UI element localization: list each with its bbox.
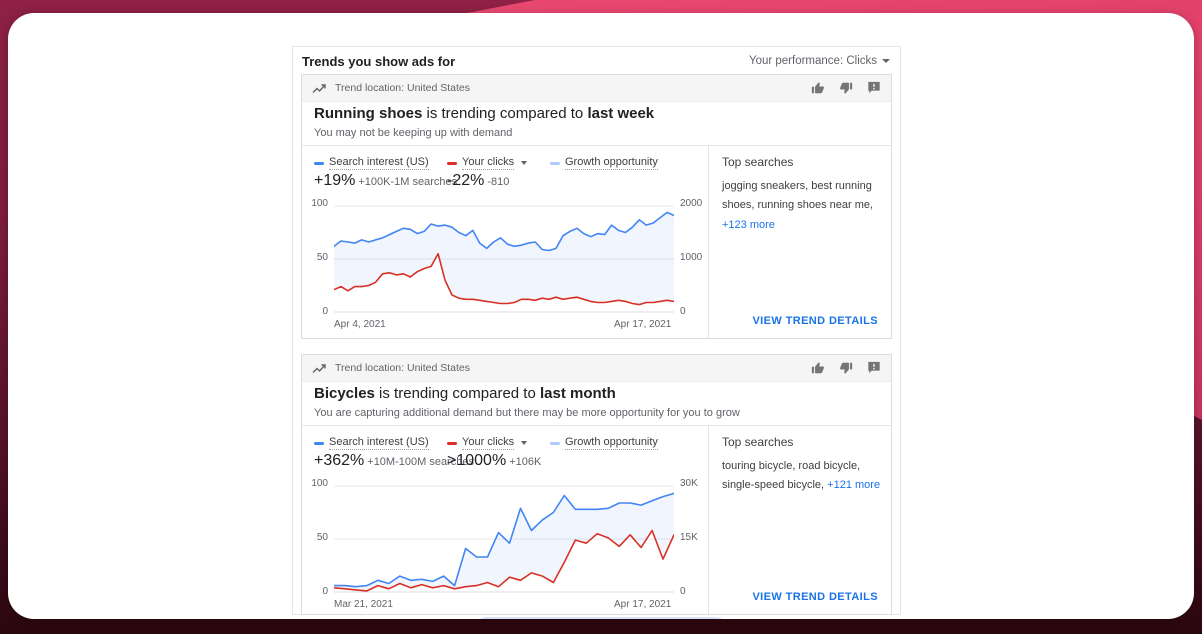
legend-growth-opportunity[interactable]: Growth opportunity xyxy=(550,156,658,170)
trending-up-icon xyxy=(312,83,326,93)
chevron-down-icon xyxy=(521,441,528,445)
legend-swatch-red xyxy=(447,161,457,165)
stat-your-clicks: >1000% +106K xyxy=(447,452,542,469)
divider xyxy=(302,145,891,146)
page-title: Trends you show ads for xyxy=(302,54,456,69)
divider xyxy=(708,425,709,614)
view-trend-details-link[interactable]: VIEW TREND DETAILS xyxy=(752,315,878,327)
thumb-down-icon[interactable] xyxy=(839,81,853,95)
chevron-down-icon xyxy=(882,59,890,63)
trend-chart xyxy=(333,203,675,313)
y-axis-tick: 0 xyxy=(322,306,328,317)
trend-location-label: Trend location: United States xyxy=(335,82,471,94)
legend-search-interest[interactable]: Search interest (US) xyxy=(314,436,429,450)
trend-card-header: Trend location: United States xyxy=(302,75,891,102)
y-axis-tick-right: 1000 xyxy=(680,252,703,263)
trending-up-icon xyxy=(312,363,326,373)
thumb-up-icon[interactable] xyxy=(811,81,825,95)
chevron-down-icon xyxy=(521,161,528,165)
trend-card-running-shoes: Trend location: United States xyxy=(301,74,892,339)
top-searches-heading: Top searches xyxy=(722,155,794,169)
y-axis-tick: 0 xyxy=(322,586,328,597)
y-axis-tick: 100 xyxy=(311,478,328,489)
performance-dropdown-label: Your performance: Clicks xyxy=(748,55,877,67)
browser-content-window: Trends you show ads for Your performance… xyxy=(8,13,1194,619)
top-searches-heading: Top searches xyxy=(722,435,794,449)
trend-chart xyxy=(333,483,675,593)
trend-location-label: Trend location: United States xyxy=(335,362,471,374)
trend-subtitle: You are capturing additional demand but … xyxy=(314,407,740,419)
x-axis-end-label: Apr 17, 2021 xyxy=(614,319,672,330)
y-axis-tick: 100 xyxy=(311,198,328,209)
x-axis-start-label: Mar 21, 2021 xyxy=(334,599,393,610)
trend-period: last month xyxy=(539,385,616,402)
divider xyxy=(708,145,709,338)
trends-panel: Trends you show ads for Your performance… xyxy=(292,46,901,615)
thumb-down-icon[interactable] xyxy=(839,361,853,375)
legend-swatch-blue xyxy=(314,161,324,165)
stat-search-interest: +362% +10M-100M searches xyxy=(314,452,474,469)
legend-swatch-red xyxy=(447,441,457,445)
view-trend-details-link[interactable]: VIEW TREND DETAILS xyxy=(752,591,878,603)
thumb-up-icon[interactable] xyxy=(811,361,825,375)
y-axis-tick-right: 30K xyxy=(680,478,698,489)
trend-keyword: Bicycles xyxy=(314,385,375,402)
legend-growth-opportunity[interactable]: Growth opportunity xyxy=(550,436,658,450)
y-axis-tick: 50 xyxy=(316,532,328,543)
y-axis-tick-right: 2000 xyxy=(680,198,703,209)
more-searches-link[interactable]: +121 more xyxy=(827,479,881,492)
top-searches-text: jogging sneakers, best running shoes, ru… xyxy=(722,180,874,231)
bottom-banner-partial[interactable] xyxy=(475,617,727,619)
trend-title: Bicycles is trending compared to last mo… xyxy=(314,385,616,402)
performance-dropdown[interactable]: Your performance: Clicks xyxy=(749,55,890,67)
feedback-icon[interactable] xyxy=(867,81,881,95)
trend-title: Running shoes is trending compared to la… xyxy=(314,105,655,122)
legend-swatch-lightblue xyxy=(550,161,560,165)
y-axis-tick-right: 0 xyxy=(680,586,686,597)
y-axis-tick-right: 0 xyxy=(680,306,686,317)
divider xyxy=(302,425,891,426)
legend-swatch-blue xyxy=(314,441,324,445)
legend-search-interest[interactable]: Search interest (US) xyxy=(314,156,429,170)
trend-keyword: Running shoes xyxy=(314,105,423,122)
top-searches-text: touring bicycle, road bicycle, single-sp… xyxy=(722,460,881,492)
y-axis-tick-right: 15K xyxy=(680,532,698,543)
legend-your-clicks[interactable]: Your clicks xyxy=(447,156,528,170)
trend-subtitle: You may not be keeping up with demand xyxy=(314,127,513,139)
feedback-icon[interactable] xyxy=(867,361,881,375)
stat-your-clicks: -22% -810 xyxy=(447,172,510,189)
trend-card-bicycles: Trend location: United States xyxy=(301,354,892,615)
x-axis-end-label: Apr 17, 2021 xyxy=(614,599,672,610)
y-axis-tick: 50 xyxy=(316,252,328,263)
stat-search-interest: +19% +100K-1M searches xyxy=(314,172,458,189)
legend-swatch-lightblue xyxy=(550,441,560,445)
x-axis-start-label: Apr 4, 2021 xyxy=(334,319,386,330)
trend-card-header: Trend location: United States xyxy=(302,355,891,382)
trend-period: last week xyxy=(587,105,655,122)
legend-your-clicks[interactable]: Your clicks xyxy=(447,436,528,450)
more-searches-link[interactable]: +123 more xyxy=(722,218,775,231)
